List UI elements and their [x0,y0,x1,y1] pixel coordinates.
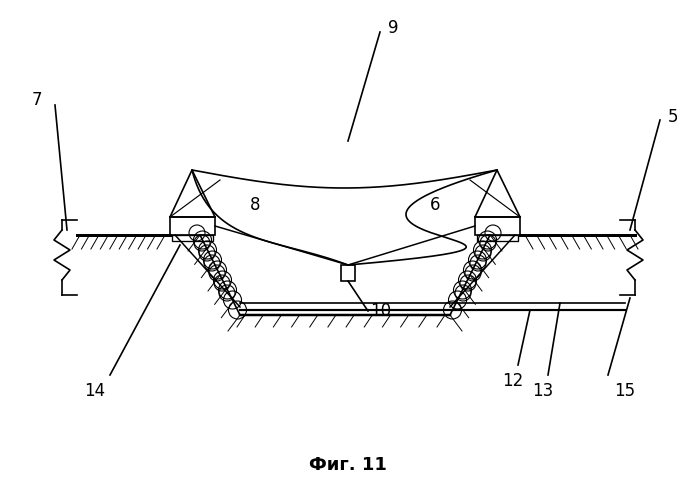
Bar [172,235,213,241]
Text: 13: 13 [532,382,553,400]
Text: Фиг. 11: Фиг. 11 [309,456,387,474]
Text: 8: 8 [250,196,260,214]
Bar [341,265,355,281]
Text: 6: 6 [429,196,441,214]
Text: 7: 7 [31,91,42,109]
Text: 9: 9 [388,19,399,37]
Text: 10: 10 [370,302,391,320]
Text: 14: 14 [84,382,106,400]
Text: 5: 5 [668,108,679,126]
Text: 12: 12 [503,372,523,390]
Text: 15: 15 [614,382,635,400]
Bar [477,235,518,241]
Bar [475,217,520,235]
Bar [170,217,215,235]
